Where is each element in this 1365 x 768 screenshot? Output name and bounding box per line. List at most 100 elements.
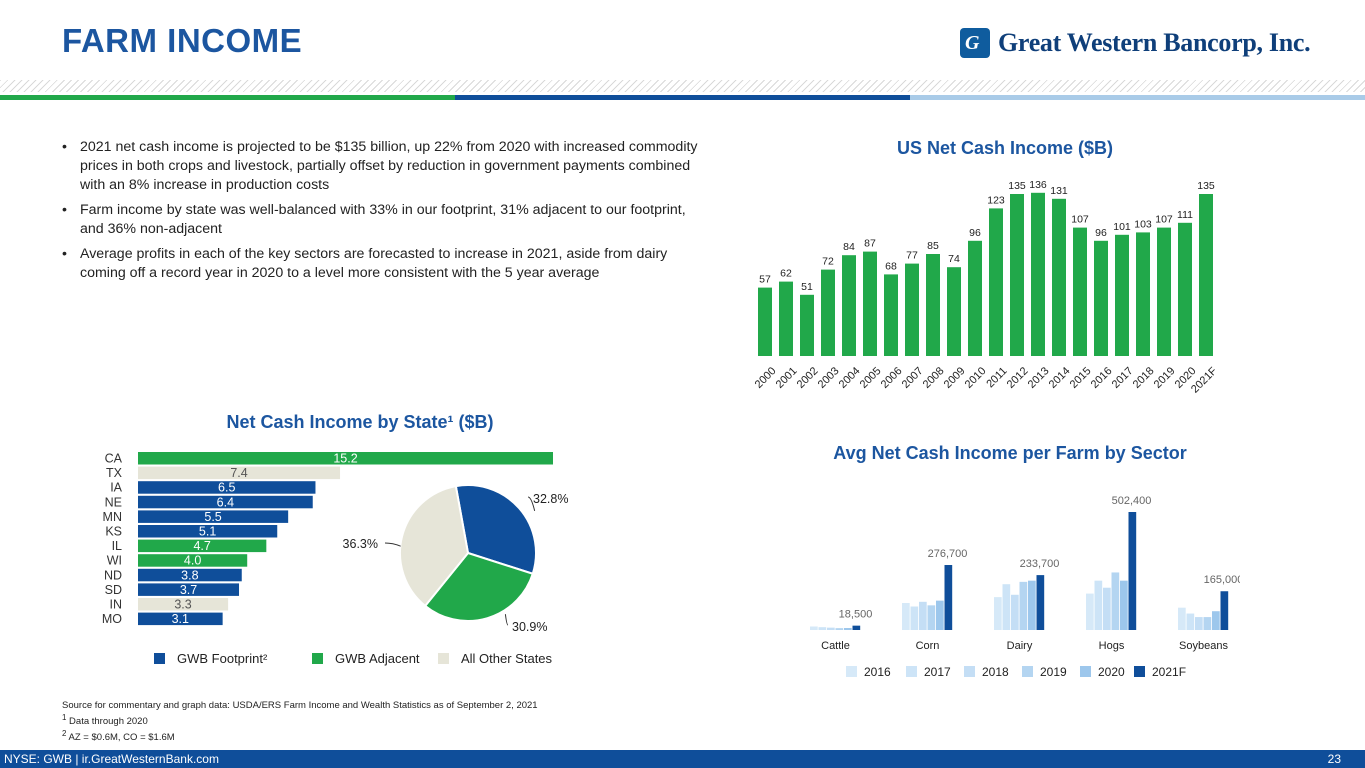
us-value-label: 111 <box>1177 209 1193 221</box>
bullet-item: Average profits in each of the key secto… <box>62 245 702 283</box>
sector-bar-Dairy-2020 <box>1028 580 1036 630</box>
state-chart-title: Net Cash Income by State¹ ($B) <box>226 412 494 432</box>
sector-value-label: 502,400 <box>1112 495 1152 507</box>
us-value-label: 84 <box>843 241 855 253</box>
state-value-label: 4.0 <box>184 554 201 568</box>
state-legend-label: All Other States <box>461 651 553 666</box>
us-year-label: 2018 <box>1131 365 1157 391</box>
sector-bar-Soybeans-2020 <box>1212 611 1220 630</box>
sector-bar-Hogs-2021F <box>1128 512 1137 630</box>
us-bar-2014 <box>1052 198 1066 356</box>
pie-leader-line <box>527 496 536 511</box>
state-legend-label: GWB Adjacent <box>335 651 420 666</box>
sector-chart: 18,500 Cattle 276,700 Corn 233,700 Dairy 502,4… <box>810 495 1240 679</box>
us-year-label: 2004 <box>837 365 863 391</box>
state-category-label: IN <box>110 598 123 612</box>
sector-bar-Dairy-2019 <box>1019 581 1028 630</box>
us-year-label: 2006 <box>879 365 905 391</box>
header-bar-green <box>0 95 455 100</box>
footer-bar: NYSE: GWB | ir.GreatWesternBank.com 23 <box>0 750 1365 768</box>
sector-legend-label: 2016 <box>864 665 891 679</box>
state-value-label: 5.1 <box>199 525 216 539</box>
page-title: FARM INCOME <box>62 22 303 59</box>
state-value-label: 3.3 <box>174 598 191 612</box>
us-bar-2012 <box>1010 194 1024 356</box>
state-category-label: WI <box>107 554 122 568</box>
state-bar-CA <box>138 452 553 465</box>
state-bar-MN <box>138 510 289 523</box>
state-category-label: IL <box>112 539 122 553</box>
sector-value-label: 18,500 <box>839 609 873 621</box>
sector-category-label: Soybeans <box>1179 640 1228 652</box>
sector-bar-Cattle-2021F <box>852 625 861 630</box>
company-logo: G Great Western Bancorp, Inc. <box>960 26 1311 60</box>
sector-bar-Cattle-2020 <box>844 628 852 630</box>
sector-bar-Soybeans-2018 <box>1195 617 1203 630</box>
sector-bar-Cattle-2019 <box>835 628 844 630</box>
source-line: Source for commentary and graph data: US… <box>62 700 538 711</box>
state-category-label: MN <box>103 510 122 524</box>
us-value-label: 68 <box>885 260 897 272</box>
sector-bar-Hogs-2020 <box>1120 580 1128 630</box>
pie-slice <box>454 484 537 576</box>
sector-legend-swatch <box>1022 666 1033 677</box>
header-hatch-divider <box>0 80 1365 92</box>
sector-legend-label: 2018 <box>982 665 1009 679</box>
bullet-item: 2021 net cash income is projected to be … <box>62 138 702 195</box>
state-value-label: 6.4 <box>217 495 234 509</box>
sector-legend-swatch <box>1080 666 1091 677</box>
us-year-label: 2001 <box>774 365 800 391</box>
us-year-label: 2014 <box>1047 365 1073 391</box>
us-year-label: 2015 <box>1068 365 1094 391</box>
state-value-label: 5.5 <box>204 510 221 524</box>
us-value-label: 74 <box>948 253 960 265</box>
us-year-label: 2017 <box>1110 365 1136 391</box>
footer-ticker-link[interactable]: NYSE: GWB | ir.GreatWesternBank.com <box>4 752 219 766</box>
sector-bar-Dairy-2017 <box>1002 584 1011 630</box>
commentary-bullets: 2021 net cash income is projected to be … <box>62 138 702 289</box>
state-bar-SD <box>138 583 240 596</box>
us-value-label: 62 <box>780 268 792 280</box>
header-bar-light <box>910 95 1365 100</box>
state-bar-MO <box>138 612 223 626</box>
header-bar-blue <box>455 95 910 100</box>
sector-bar-Cattle-2016 <box>810 626 818 630</box>
us-value-label: 131 <box>1050 185 1068 197</box>
sector-value-label: 233,700 <box>1020 558 1060 570</box>
sector-category-label: Cattle <box>821 640 850 652</box>
state-legend-swatch <box>438 653 449 664</box>
us-year-label: 2007 <box>900 365 926 391</box>
us-value-label: 57 <box>759 274 771 286</box>
sector-bar-Hogs-2017 <box>1094 580 1103 630</box>
pie-percent-label: 30.9% <box>512 620 547 634</box>
state-category-label: ND <box>104 568 122 582</box>
us-bar-2007 <box>905 263 919 356</box>
sector-bar-Hogs-2019 <box>1111 572 1120 630</box>
us-value-label: 136 <box>1029 179 1047 191</box>
us-year-label: 2016 <box>1089 365 1115 391</box>
us-year-label: 2010 <box>963 365 989 391</box>
sector-bar-Corn-2016 <box>902 602 910 630</box>
state-category-label: TX <box>106 466 123 480</box>
state-bar-TX <box>138 466 341 480</box>
sector-legend-swatch <box>964 666 975 677</box>
us-bar-2017 <box>1115 234 1129 356</box>
us-value-label: 107 <box>1155 214 1173 226</box>
us-net-cash-chart: 57 2000 62 2001 51 2002 72 2003 84 2004 87 2005 68 20… <box>753 179 1220 396</box>
state-bar-ND <box>138 568 242 582</box>
state-legend-swatch <box>154 653 165 664</box>
state-category-label: SD <box>105 583 122 597</box>
sector-bar-Dairy-2021F <box>1036 575 1045 630</box>
us-year-label: 2002 <box>795 365 821 391</box>
sector-value-label: 276,700 <box>928 548 968 560</box>
state-value-label: 3.8 <box>181 568 198 582</box>
us-bar-2013 <box>1031 192 1045 356</box>
sector-chart-title: Avg Net Cash Income per Farm by Sector <box>833 443 1187 463</box>
footnote-2: 2 AZ = $0.6M, CO = $1.6M <box>62 729 175 744</box>
sector-bar-Dairy-2016 <box>994 597 1002 630</box>
state-category-label: KS <box>105 525 122 539</box>
footnote-1: 1 Data through 2020 <box>62 713 148 728</box>
us-value-label: 135 <box>1197 180 1215 192</box>
sector-bar-Corn-2019 <box>927 605 936 630</box>
sector-bar-Dairy-2018 <box>1011 594 1019 630</box>
